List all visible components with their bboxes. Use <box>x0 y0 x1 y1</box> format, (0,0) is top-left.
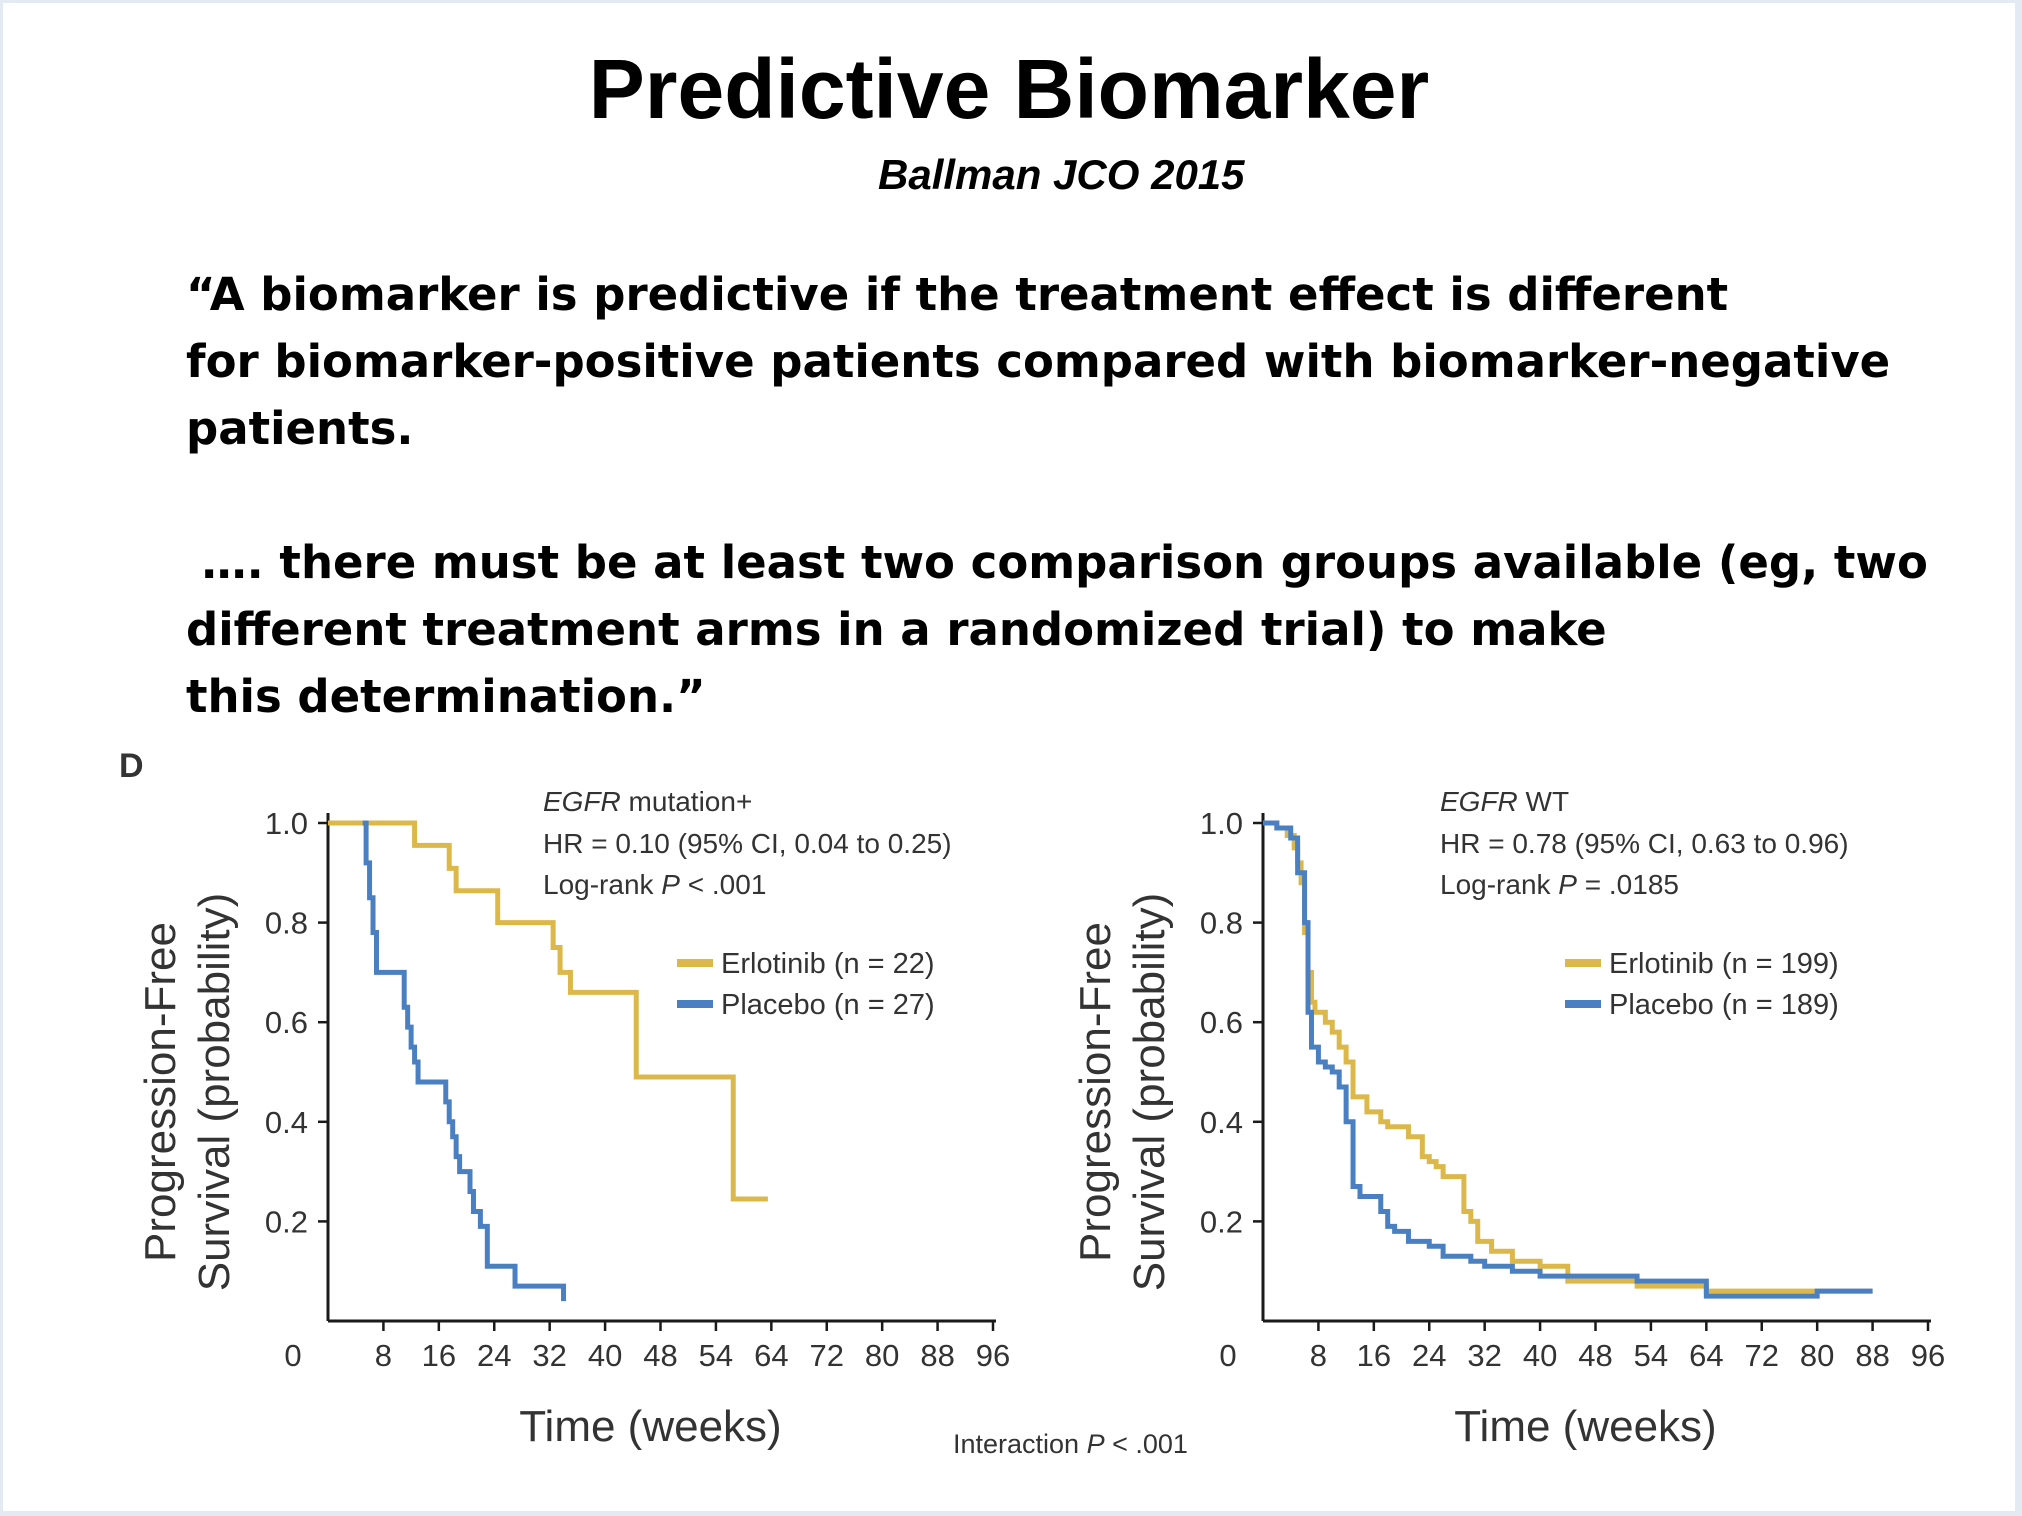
y-axis-label-line2: Survival (probability) <box>1125 893 1174 1292</box>
x-tick-label: 16 <box>1357 1338 1391 1373</box>
y-tick-label: 0.2 <box>1200 1204 1243 1239</box>
y-axis-label: Progression-Free Survival (probability) <box>1071 893 1174 1292</box>
x-tick-label: 24 <box>1412 1338 1446 1373</box>
x-tick-label: 64 <box>1689 1338 1723 1373</box>
annotation-logrank: Log-rank P < .001 <box>543 869 766 900</box>
annotation-gene: EGFR WT <box>1440 786 1569 817</box>
x-tick-label: 88 <box>920 1338 954 1373</box>
x-tick-label: 0 <box>1219 1338 1236 1373</box>
y-tick-label: 0.4 <box>265 1105 308 1140</box>
x-axis-label: Time (weeks) <box>1454 1402 1716 1451</box>
y-tick-label: 0.8 <box>1200 906 1243 941</box>
x-tick-label: 32 <box>1467 1338 1501 1373</box>
x-tick-label: 16 <box>422 1338 456 1373</box>
legend-label-placebo: Placebo (n = 27) <box>721 989 935 1021</box>
definition-quote: “A biomarker is predictive if the treatm… <box>186 261 1928 730</box>
y-tick-label: 0.6 <box>1200 1005 1243 1040</box>
annotation-hr: HR = 0.10 (95% CI, 0.04 to 0.25) <box>543 828 952 859</box>
annotation-hr: HR = 0.78 (95% CI, 0.63 to 0.96) <box>1440 828 1849 859</box>
quote-line: “A biomarker is predictive if the treatm… <box>186 268 1729 321</box>
x-tick-label: 48 <box>1578 1338 1612 1373</box>
x-tick-label: 64 <box>754 1338 788 1373</box>
y-tick-label: 0.8 <box>265 906 308 941</box>
slide-subtitle: Ballman JCO 2015 <box>878 151 1245 198</box>
x-axis-label: Time (weeks) <box>519 1402 781 1451</box>
slide-title: Predictive Biomarker <box>588 42 1430 136</box>
x-tick-label: 8 <box>1310 1338 1327 1373</box>
quote-line: for biomarker-positive patients compared… <box>186 335 1891 388</box>
quote-line: …. there must be at least two comparison… <box>186 536 1928 589</box>
y-tick-label: 1.0 <box>265 806 308 841</box>
y-tick-label: 0.2 <box>265 1204 308 1239</box>
x-tick-label: 96 <box>976 1338 1010 1373</box>
x-tick-label: 24 <box>477 1338 511 1373</box>
y-axis-label-line1: Progression-Free <box>1071 922 1120 1262</box>
km-curve-placebo <box>1263 820 1873 1299</box>
y-axis-label-line1: Progression-Free <box>136 922 185 1262</box>
annotation-gene: EGFR mutation+ <box>543 786 752 817</box>
quote-line: patients. <box>186 402 414 455</box>
km-chart-panel-2: 0 8 16 24 32 40 48 54 64 72 80 88 96 1.0 0.8 0.6 0.4 0.2 P… <box>1071 786 1945 1451</box>
x-tick-label: 80 <box>865 1338 899 1373</box>
y-axis-label-line2: Survival (probability) <box>190 893 239 1292</box>
y-axis-label: Progression-Free Survival (probability) <box>136 893 239 1292</box>
x-tick-label: 40 <box>588 1338 622 1373</box>
x-tick-label: 32 <box>532 1338 566 1373</box>
annotation-logrank: Log-rank P = .0185 <box>1440 869 1679 900</box>
quote-line: this determination.” <box>186 670 706 723</box>
legend-label-placebo: Placebo (n = 189) <box>1609 989 1839 1021</box>
x-tick-label: 80 <box>1800 1338 1834 1373</box>
x-tick-label: 72 <box>810 1338 844 1373</box>
legend-label-erlotinib: Erlotinib (n = 199) <box>1609 948 1839 980</box>
x-tick-label: 96 <box>1911 1338 1945 1373</box>
panel-label: D <box>119 747 144 785</box>
km-curve-erlotinib <box>328 820 768 1202</box>
y-tick-label: 0.6 <box>265 1005 308 1040</box>
interaction-note: Interaction P < .001 <box>953 1429 1188 1459</box>
km-curve-placebo <box>362 820 567 1302</box>
slide: Predictive Biomarker Ballman JCO 2015 “A… <box>3 3 2015 1511</box>
km-chart-panel-1: 0 8 16 24 32 40 48 54 64 72 80 88 96 1.0 0.8 0.6 0.4 0.2 P… <box>136 786 1010 1451</box>
quote-line: different treatment arms in a randomized… <box>186 603 1607 656</box>
x-tick-label: 54 <box>699 1338 733 1373</box>
km-charts: D Interaction P < .001 0 8 16 24 32 40 48 54 64 7… <box>119 747 1945 1459</box>
x-tick-label: 8 <box>375 1338 392 1373</box>
x-tick-label: 54 <box>1634 1338 1668 1373</box>
x-tick-label: 48 <box>643 1338 677 1373</box>
x-tick-label: 0 <box>284 1338 301 1373</box>
y-tick-label: 1.0 <box>1200 806 1243 841</box>
y-tick-label: 0.4 <box>1200 1105 1243 1140</box>
x-tick-label: 72 <box>1745 1338 1779 1373</box>
x-tick-label: 88 <box>1855 1338 1889 1373</box>
legend-label-erlotinib: Erlotinib (n = 22) <box>721 948 935 980</box>
x-tick-label: 40 <box>1523 1338 1557 1373</box>
